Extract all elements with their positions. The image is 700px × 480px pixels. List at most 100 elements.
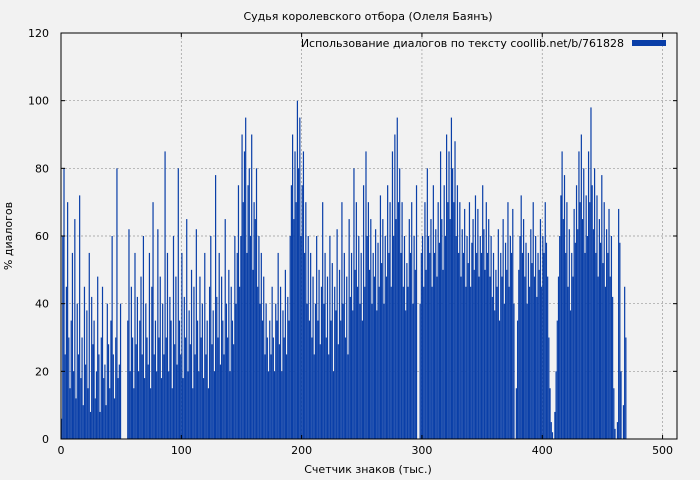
bar xyxy=(371,303,373,439)
bar xyxy=(70,320,72,439)
bar xyxy=(432,185,434,439)
bar xyxy=(224,219,226,439)
bar xyxy=(572,276,574,439)
bar xyxy=(310,252,312,439)
bar xyxy=(409,252,412,439)
bar xyxy=(614,428,616,439)
bar xyxy=(423,286,425,439)
bar xyxy=(520,195,522,439)
bar xyxy=(413,236,415,439)
bar xyxy=(354,269,356,439)
bar xyxy=(360,252,362,439)
bar xyxy=(539,219,542,439)
bar xyxy=(352,310,354,439)
bar xyxy=(101,286,104,439)
bar xyxy=(454,141,456,439)
bar xyxy=(532,202,534,439)
bar xyxy=(435,229,437,439)
bar xyxy=(347,354,349,439)
bar xyxy=(105,405,107,439)
bar xyxy=(288,320,290,439)
bar xyxy=(91,296,93,439)
bar xyxy=(430,219,432,439)
bar xyxy=(433,252,436,439)
bar xyxy=(578,151,580,439)
bar xyxy=(393,236,395,439)
bar xyxy=(476,252,478,439)
bar xyxy=(247,185,249,439)
bar xyxy=(178,320,181,439)
bar xyxy=(93,320,95,439)
bar xyxy=(523,219,525,439)
bar xyxy=(512,208,514,439)
bar xyxy=(355,202,357,439)
bar xyxy=(390,286,392,439)
bar xyxy=(157,229,159,439)
bar xyxy=(240,236,242,439)
bar xyxy=(383,303,385,439)
bar xyxy=(548,337,550,439)
bar xyxy=(356,286,359,439)
bar xyxy=(556,320,558,439)
bar xyxy=(474,195,477,439)
bar xyxy=(64,354,66,439)
bar xyxy=(176,364,178,439)
bar xyxy=(545,242,548,439)
x-tick-label: 200 xyxy=(291,444,312,457)
bar xyxy=(142,236,145,439)
bar xyxy=(579,202,581,439)
bar xyxy=(450,117,453,439)
bar xyxy=(542,236,544,439)
bar xyxy=(269,320,271,439)
bar xyxy=(150,388,152,439)
bar xyxy=(538,269,540,439)
bar xyxy=(86,310,88,439)
bar xyxy=(165,337,167,439)
bar xyxy=(365,151,367,439)
bar xyxy=(344,337,347,439)
bar xyxy=(426,168,428,440)
bar xyxy=(243,151,246,439)
bar xyxy=(225,303,228,439)
bar xyxy=(170,320,172,439)
bar xyxy=(302,151,305,439)
bar xyxy=(328,354,330,439)
bar-series xyxy=(61,100,627,440)
bar xyxy=(359,303,361,439)
bar xyxy=(480,252,483,439)
bar xyxy=(267,371,270,439)
bar xyxy=(510,252,513,439)
bar xyxy=(489,276,491,439)
bar xyxy=(569,310,572,439)
bar xyxy=(245,117,247,439)
bar xyxy=(182,378,184,439)
bar xyxy=(587,151,590,439)
bar xyxy=(133,388,135,439)
bar xyxy=(379,195,382,439)
bar xyxy=(153,354,155,439)
bar xyxy=(255,168,258,440)
bar xyxy=(441,219,443,439)
bar xyxy=(492,252,495,439)
bar xyxy=(439,151,442,439)
bar xyxy=(272,337,274,439)
bar xyxy=(521,252,523,439)
bar xyxy=(566,202,568,439)
bar xyxy=(111,236,113,439)
bar xyxy=(406,263,408,439)
bar xyxy=(429,252,431,439)
bar xyxy=(311,337,313,439)
bar xyxy=(160,378,163,439)
bar xyxy=(353,168,355,440)
bar xyxy=(421,236,424,439)
bar xyxy=(221,276,223,439)
bar xyxy=(301,185,303,439)
bar xyxy=(436,276,438,439)
bar xyxy=(591,185,593,439)
bar xyxy=(201,303,203,439)
bar xyxy=(314,303,317,439)
bar xyxy=(292,134,294,439)
bar xyxy=(198,371,200,439)
bar xyxy=(73,371,75,439)
bar xyxy=(202,378,205,439)
